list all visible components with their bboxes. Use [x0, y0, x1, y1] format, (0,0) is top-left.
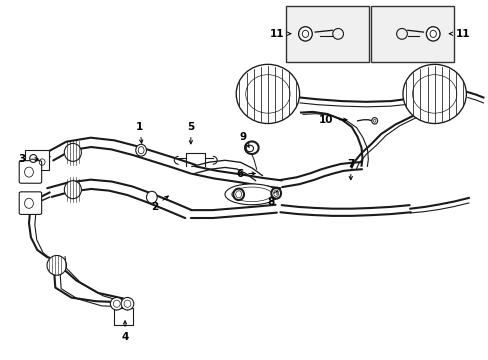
Bar	[285, 6, 368, 62]
Ellipse shape	[271, 188, 281, 199]
Ellipse shape	[121, 297, 134, 310]
Text: 5: 5	[187, 122, 194, 144]
Ellipse shape	[146, 191, 157, 203]
Ellipse shape	[298, 27, 312, 41]
Ellipse shape	[233, 189, 244, 200]
Ellipse shape	[371, 118, 377, 124]
Text: 2: 2	[150, 196, 168, 212]
Ellipse shape	[224, 184, 278, 205]
Ellipse shape	[47, 256, 66, 275]
Ellipse shape	[426, 27, 439, 41]
Ellipse shape	[110, 297, 123, 310]
Text: 1: 1	[136, 122, 143, 143]
Text: 9: 9	[240, 132, 248, 147]
Text: 7: 7	[346, 159, 354, 180]
Ellipse shape	[402, 64, 466, 123]
Ellipse shape	[236, 64, 299, 123]
Text: 8: 8	[267, 191, 277, 207]
Text: 10: 10	[319, 115, 346, 125]
FancyBboxPatch shape	[25, 150, 49, 170]
Text: 11: 11	[448, 29, 469, 39]
Ellipse shape	[30, 154, 37, 162]
FancyBboxPatch shape	[19, 192, 41, 215]
Ellipse shape	[64, 143, 81, 161]
FancyBboxPatch shape	[19, 161, 41, 183]
Bar	[370, 6, 453, 62]
Text: 4: 4	[121, 321, 128, 342]
Text: 6: 6	[236, 168, 255, 179]
Text: 3: 3	[18, 154, 38, 164]
Ellipse shape	[64, 181, 81, 199]
Ellipse shape	[136, 144, 146, 156]
Text: 11: 11	[269, 29, 290, 39]
Bar	[114, 308, 133, 325]
